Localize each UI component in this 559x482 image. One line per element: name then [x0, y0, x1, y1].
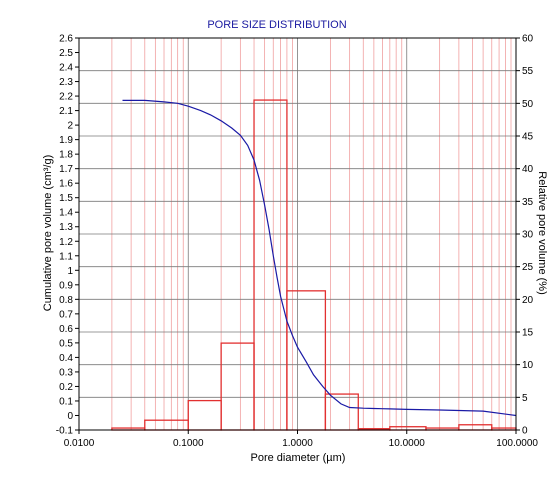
right-tick-label: 5: [522, 393, 528, 404]
left-tick-label: 1.4: [59, 208, 73, 219]
right-tick-label: 30: [522, 230, 534, 241]
left-tick-label: 0.3: [59, 367, 73, 378]
x-axis-ticks: 0.0100 0.1000 1.0000 10.0000 100.0000: [64, 430, 538, 449]
left-tick-label: 2.5: [59, 48, 73, 59]
left-tick-label: 1.6: [59, 179, 73, 190]
right-tick-label: 35: [522, 197, 534, 208]
left-tick-label: 0.9: [59, 280, 73, 291]
left-tick-label: 1.8: [59, 150, 73, 161]
left-tick-label: 0.5: [59, 338, 73, 349]
left-tick-label: 2.6: [59, 34, 73, 45]
left-tick-label: -0.1: [56, 426, 74, 437]
left-tick-label: 0.7: [59, 309, 73, 320]
left-tick-label: 2: [67, 121, 73, 132]
left-tick-label: 1.1: [59, 251, 73, 262]
right-tick-label: 25: [522, 262, 534, 273]
left-tick-label: 1.3: [59, 222, 73, 233]
right-tick-label: 55: [522, 66, 534, 77]
left-tick-label: 1.2: [59, 237, 73, 248]
major-gridlines: [79, 38, 516, 430]
x-tick-label: 100.0000: [496, 438, 538, 449]
left-axis-ticks: -0.1 0 0.1 0.2 0.3 0.4 0.5 0.6 0.7 0.8 0.9 1 1.1 1.2 1…: [56, 34, 79, 437]
left-tick-label: 1: [67, 266, 73, 277]
right-tick-label: 20: [522, 295, 534, 306]
y-right-axis-title: Relative pore volume (%): [536, 171, 548, 295]
right-axis-ticks: 0 5 10 15 20 25 30 35 40 45 50 55 60: [516, 34, 534, 437]
y-left-axis-title: Cumulative pore volume (cm³/g): [42, 155, 54, 312]
histogram-bar: [220, 342, 255, 431]
left-tick-label: 1.9: [59, 135, 73, 146]
histogram-bars: [111, 99, 517, 431]
chart-title: PORE SIZE DISTRIBUTION: [207, 19, 346, 31]
left-tick-label: 2.4: [59, 63, 73, 74]
right-tick-label: 10: [522, 360, 534, 371]
left-tick-label: 0.2: [59, 382, 73, 393]
histogram-bar: [144, 419, 189, 431]
right-tick-label: 45: [522, 132, 534, 143]
right-tick-label: 15: [522, 328, 534, 339]
left-tick-label: 1.7: [59, 164, 73, 175]
left-tick-label: 0: [67, 411, 73, 422]
left-tick-label: 2.3: [59, 77, 73, 88]
x-tick-label: 0.1000: [173, 438, 204, 449]
left-tick-label: 0.1: [59, 396, 73, 407]
x-tick-label: 1.0000: [282, 438, 313, 449]
x-axis-title: Pore diameter (µm): [251, 452, 346, 464]
cumulative-curve-line: [122, 99, 517, 417]
left-tick-label: 2.1: [59, 106, 73, 117]
right-tick-label: 60: [522, 34, 534, 45]
x-tick-label: 10.0000: [389, 438, 426, 449]
left-tick-label: 0.6: [59, 324, 73, 335]
cumulative-curve: [122, 99, 517, 417]
histogram-bar: [458, 424, 493, 431]
right-tick-label: 40: [522, 164, 534, 175]
left-tick-label: 0.8: [59, 295, 73, 306]
histogram-bar: [187, 399, 222, 431]
x-tick-label: 0.0100: [64, 438, 95, 449]
left-tick-label: 0.4: [59, 353, 73, 364]
right-tick-label: 50: [522, 99, 534, 110]
left-tick-label: 2.2: [59, 92, 73, 103]
left-tick-label: 1.5: [59, 193, 73, 204]
right-tick-label: 0: [522, 426, 528, 437]
histogram-bar: [253, 99, 288, 431]
